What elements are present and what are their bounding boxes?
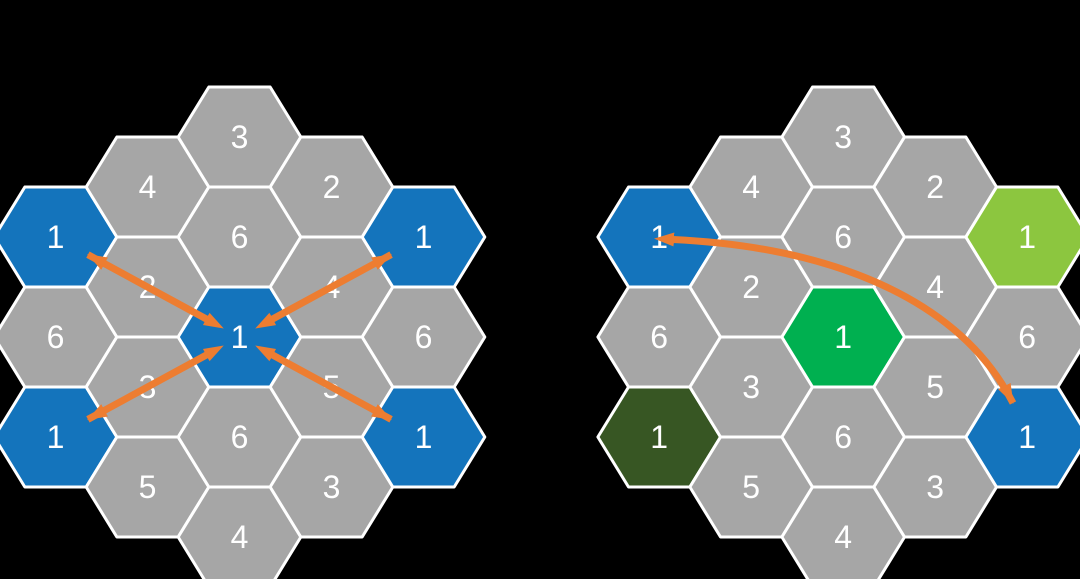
- svg-text:4: 4: [926, 269, 944, 305]
- svg-text:6: 6: [1018, 319, 1036, 355]
- svg-text:6: 6: [231, 419, 249, 455]
- svg-text:1: 1: [231, 319, 249, 355]
- svg-text:5: 5: [742, 469, 760, 505]
- svg-text:6: 6: [834, 419, 852, 455]
- svg-text:3: 3: [742, 369, 760, 405]
- svg-text:4: 4: [139, 169, 157, 205]
- svg-text:6: 6: [47, 319, 65, 355]
- svg-text:1: 1: [47, 219, 65, 255]
- svg-text:3: 3: [231, 119, 249, 155]
- svg-text:2: 2: [926, 169, 944, 205]
- svg-text:5: 5: [139, 469, 157, 505]
- svg-text:2: 2: [323, 169, 341, 205]
- svg-text:1: 1: [834, 319, 852, 355]
- svg-text:3: 3: [926, 469, 944, 505]
- svg-text:1: 1: [415, 419, 433, 455]
- svg-text:3: 3: [323, 469, 341, 505]
- svg-text:4: 4: [231, 519, 249, 555]
- svg-text:5: 5: [926, 369, 944, 405]
- svg-text:6: 6: [231, 219, 249, 255]
- svg-text:6: 6: [415, 319, 433, 355]
- svg-text:1: 1: [1018, 219, 1036, 255]
- svg-text:1: 1: [650, 419, 668, 455]
- svg-text:1: 1: [47, 419, 65, 455]
- svg-text:1: 1: [415, 219, 433, 255]
- svg-text:4: 4: [742, 169, 760, 205]
- svg-text:1: 1: [650, 219, 668, 255]
- svg-text:6: 6: [834, 219, 852, 255]
- svg-text:1: 1: [1018, 419, 1036, 455]
- svg-text:6: 6: [650, 319, 668, 355]
- svg-text:4: 4: [834, 519, 852, 555]
- svg-text:3: 3: [834, 119, 852, 155]
- svg-text:2: 2: [742, 269, 760, 305]
